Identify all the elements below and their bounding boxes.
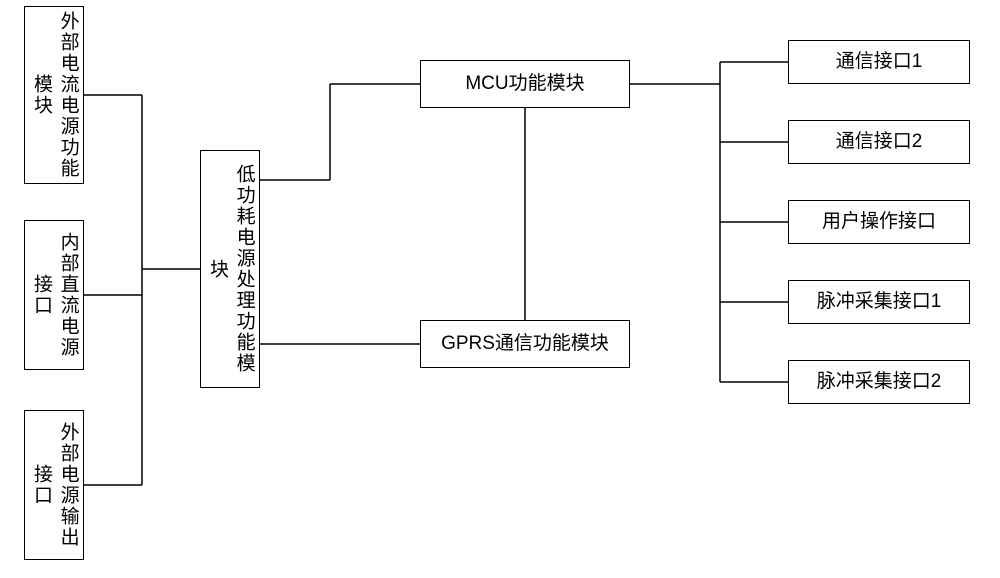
node-comm2: 通信接口2 bbox=[788, 120, 970, 164]
node-internal-dc: 内部直流电源接口 bbox=[24, 220, 84, 370]
diagram-canvas: 外部电流电源功能模块 内部直流电源接口 外部电源输出接口 低功耗电源处理功能模块… bbox=[0, 0, 1000, 578]
node-user-op: 用户操作接口 bbox=[788, 200, 970, 244]
node-low-power: 低功耗电源处理功能模块 bbox=[200, 150, 260, 388]
node-mcu: MCU功能模块 bbox=[420, 60, 630, 108]
node-label: 外部电流电源功能模块 bbox=[27, 11, 80, 179]
node-label: 脉冲采集接口1 bbox=[817, 289, 942, 316]
node-gprs: GPRS通信功能模块 bbox=[420, 320, 630, 368]
node-label: 用户操作接口 bbox=[822, 209, 936, 236]
node-pulse2: 脉冲采集接口2 bbox=[788, 360, 970, 404]
node-label: 通信接口2 bbox=[836, 129, 923, 156]
node-label: 内部直流电源接口 bbox=[27, 225, 80, 365]
node-label: 通信接口1 bbox=[836, 49, 923, 76]
node-ext-power-out: 外部电源输出接口 bbox=[24, 410, 84, 560]
node-label: 外部电源输出接口 bbox=[27, 415, 80, 555]
node-comm1: 通信接口1 bbox=[788, 40, 970, 84]
node-label: 低功耗电源处理功能模块 bbox=[203, 155, 256, 383]
node-label: 脉冲采集接口2 bbox=[817, 369, 942, 396]
node-ext-current-power: 外部电流电源功能模块 bbox=[24, 6, 84, 184]
node-pulse1: 脉冲采集接口1 bbox=[788, 280, 970, 324]
node-label: MCU功能模块 bbox=[465, 71, 584, 98]
node-label: GPRS通信功能模块 bbox=[441, 331, 609, 358]
